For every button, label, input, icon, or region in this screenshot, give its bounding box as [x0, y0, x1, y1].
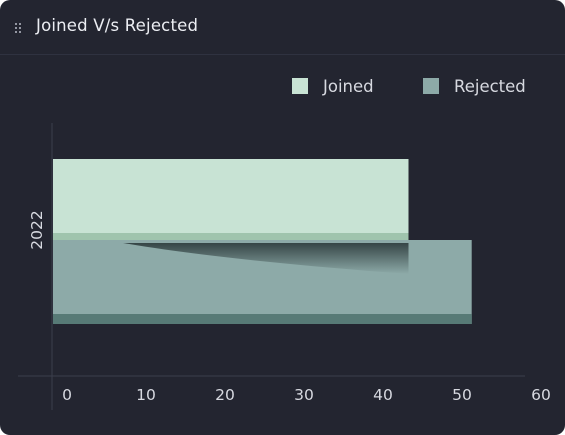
- bar-joined-2022[interactable]: [53, 159, 409, 243]
- bar-shadow: [123, 243, 409, 274]
- x-tick-label: 10: [136, 386, 156, 404]
- drag-handle-icon[interactable]: [15, 23, 23, 33]
- x-tick-labels: 0 10 20 30 40 50 60: [62, 386, 551, 404]
- x-tick-label: 40: [373, 386, 393, 404]
- x-tick-label: 50: [452, 386, 472, 404]
- card-title: Joined V/s Rejected: [36, 16, 199, 35]
- bar-rejected-base: [53, 314, 472, 324]
- y-tick-label: 2022: [28, 210, 46, 249]
- x-tick-label: 0: [62, 386, 72, 404]
- card-header: Joined V/s Rejected: [0, 0, 565, 55]
- legend-label-rejected[interactable]: Rejected: [454, 77, 526, 96]
- x-tick-label: 30: [294, 386, 314, 404]
- y-tick-labels: 2022: [28, 210, 46, 249]
- legend: Joined Rejected: [292, 77, 526, 96]
- bar-joined-base: [53, 233, 409, 243]
- x-tick-label: 60: [531, 386, 551, 404]
- legend-swatch-joined[interactable]: [292, 78, 308, 94]
- bar-chart: Joined Rejected 0 10 20 30 40 50 60 2022: [18, 77, 551, 410]
- bars: [53, 159, 472, 324]
- x-tick-label: 20: [215, 386, 235, 404]
- legend-label-joined[interactable]: Joined: [322, 77, 374, 96]
- legend-swatch-rejected[interactable]: [423, 78, 439, 94]
